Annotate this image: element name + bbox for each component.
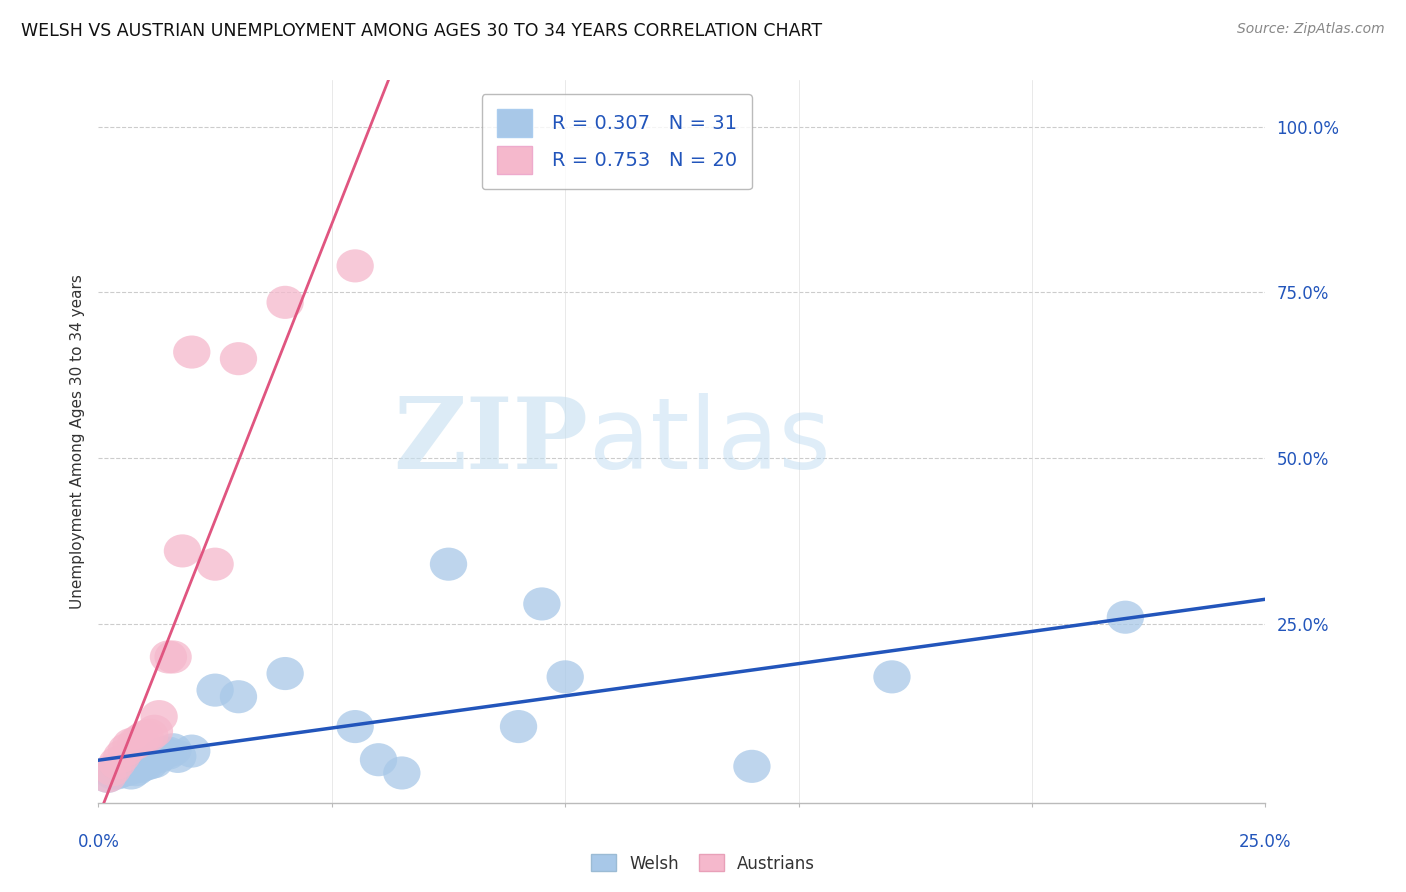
Text: atlas: atlas [589, 393, 830, 490]
Text: Source: ZipAtlas.com: Source: ZipAtlas.com [1237, 22, 1385, 37]
Y-axis label: Unemployment Among Ages 30 to 34 years: Unemployment Among Ages 30 to 34 years [69, 274, 84, 609]
Text: 25.0%: 25.0% [1239, 832, 1292, 851]
Text: ZIP: ZIP [394, 393, 589, 490]
Legend: Welsh, Austrians: Welsh, Austrians [583, 847, 823, 880]
Legend: R = 0.307   N = 31, R = 0.753   N = 20: R = 0.307 N = 31, R = 0.753 N = 20 [482, 94, 752, 189]
Text: 0.0%: 0.0% [77, 832, 120, 851]
Text: WELSH VS AUSTRIAN UNEMPLOYMENT AMONG AGES 30 TO 34 YEARS CORRELATION CHART: WELSH VS AUSTRIAN UNEMPLOYMENT AMONG AGE… [21, 22, 823, 40]
